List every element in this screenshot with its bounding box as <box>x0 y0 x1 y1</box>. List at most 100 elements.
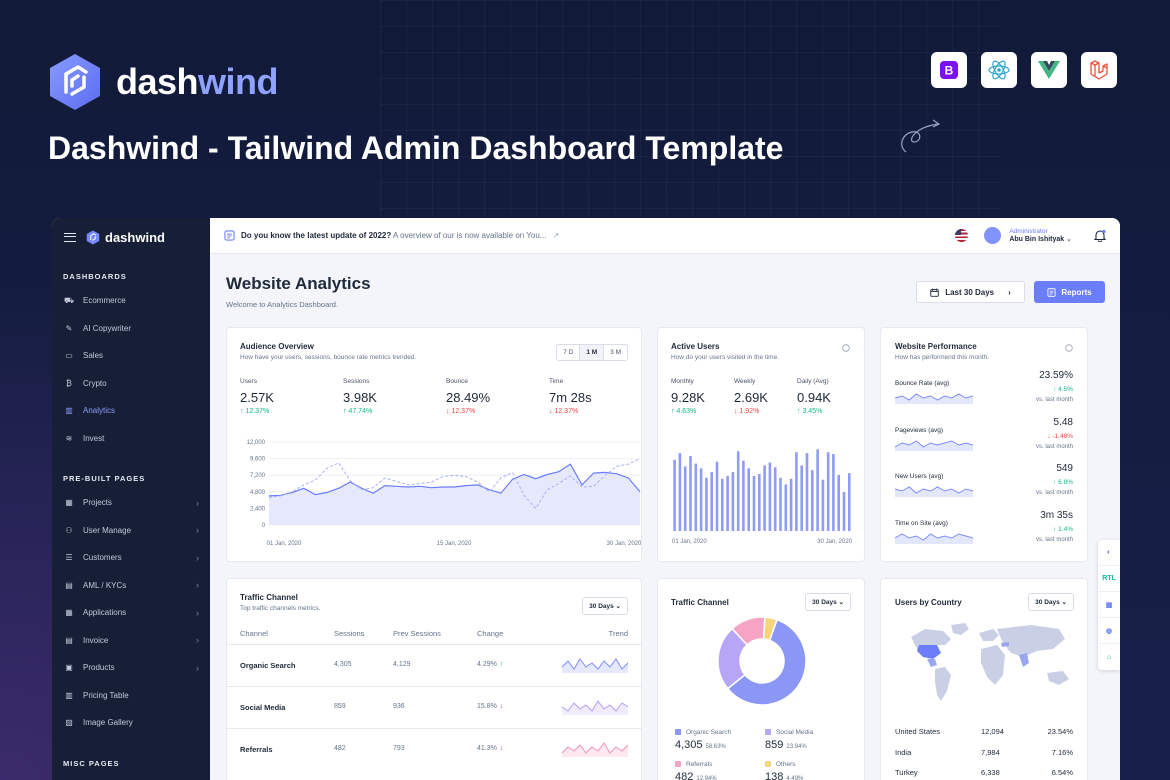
performance-value: 549 <box>1056 463 1073 474</box>
sessions-value: 482 <box>334 745 346 752</box>
table-row[interactable]: Referrals 482 793 41.3% ↓ <box>227 728 641 770</box>
sidebar-item-sales[interactable]: ▭ Sales <box>52 342 210 370</box>
legend-item: Others 138 4.49% <box>765 761 803 780</box>
legend-percent: 23.94% <box>786 744 807 750</box>
sidebar-logo[interactable]: dashwind <box>86 230 165 245</box>
notification-bell-icon[interactable] <box>1094 229 1106 242</box>
performance-label: Pageviews (avg) <box>895 426 944 434</box>
react-icon <box>981 52 1017 88</box>
sidebar-item-analytics[interactable]: ▥ Analytics <box>52 397 210 425</box>
series-line-dashed <box>268 458 641 510</box>
apps-icon: ▦ <box>65 608 73 618</box>
arrow-decoration-icon <box>901 119 941 153</box>
sidebar-item-pricing-table[interactable]: ▥ Pricing Table <box>52 682 210 710</box>
table-row[interactable]: Organic Search 4,305 4,129 4.29% ↑ <box>227 644 641 686</box>
bar <box>773 467 777 531</box>
image-icon: ▨ <box>65 718 73 728</box>
sidebar-item-user-manage[interactable]: ⚇ User Manage › <box>52 517 210 545</box>
x-tick-label: 15 Jan, 2020 <box>437 541 472 547</box>
sidebar-item-products[interactable]: ▣ Products › <box>52 654 210 682</box>
reports-label: Reports <box>1061 287 1092 297</box>
bar <box>699 468 703 531</box>
chevron-right-icon: › <box>196 525 199 536</box>
stat-bounce: Bounce 28.49% ↓ 12.37% <box>446 378 490 415</box>
stat-daily-avg-: Daily (Avg) 0.94K ↑ 3.45% <box>797 378 831 415</box>
sidebar-item-image-gallery[interactable]: ▨ Image Gallery <box>52 709 210 737</box>
filter-label: 30 Days <box>1035 599 1060 606</box>
sidebar-item-applications[interactable]: ▦ Applications › <box>52 599 210 627</box>
traffic-donut-filter[interactable]: 30 Days ⌄ <box>805 593 851 611</box>
countries-filter[interactable]: 30 Days ⌄ <box>1028 593 1074 611</box>
arrow-down-icon: ↓ <box>734 408 740 415</box>
menu-toggle-icon[interactable] <box>64 232 76 242</box>
info-icon[interactable] <box>842 344 850 352</box>
arrow-down-icon: ↓ <box>1047 432 1053 440</box>
reports-button[interactable]: Reports <box>1034 281 1105 303</box>
change-value: 41.3% ↓ <box>477 745 503 752</box>
performance-since: vs. last month <box>1035 397 1073 403</box>
arrow-down-icon: ↓ <box>499 745 504 752</box>
info-icon[interactable] <box>1065 344 1073 352</box>
active-users-bar-chart: 01 Jan, 2020 30 Jan, 2020 <box>672 449 853 545</box>
color-icon[interactable]: ◍ <box>1098 618 1120 644</box>
sidebar-item-crypto[interactable]: ₿ Crypto <box>52 370 210 398</box>
filter-label: 30 Days <box>812 599 837 606</box>
performance-row: Time on Site (avg) 3m 35s ↑ 1.4% vs. last m… <box>895 510 1073 556</box>
rtl-toggle[interactable]: RTL <box>1098 566 1120 592</box>
sparkline-area <box>895 440 973 451</box>
chevron-right-icon: › <box>196 662 199 673</box>
bar <box>848 473 851 531</box>
laravel-icon <box>1081 52 1117 88</box>
active-users-card: Active Users How do your users visited i… <box>657 327 865 562</box>
user-menu[interactable]: Administrator Abu Bin Ishityak ⌄ <box>1009 228 1072 243</box>
active-users-title: Active Users <box>671 342 720 351</box>
legend-percent: 12.94% <box>696 776 717 780</box>
language-flag-icon[interactable] <box>955 229 969 242</box>
date-range-label: Last 30 Days <box>945 287 995 297</box>
sidebar-section-title: MISC PAGES <box>63 758 120 768</box>
sidebar-item-invest[interactable]: ≋ Invest <box>52 425 210 453</box>
headline: Dashwind - Tailwind Admin Dashboard Temp… <box>48 130 784 166</box>
country-name: India <box>895 747 912 757</box>
sidebar-item-label: Crypto <box>83 378 107 388</box>
audience-line-chart: 12,000 9,600 7,200 4,800 2,400 0 01 Jan, 2020 1… <box>247 440 641 547</box>
legend-swatch <box>675 729 681 736</box>
date-range-button[interactable]: Last 30 Days › <box>916 281 1025 303</box>
update-notice[interactable]: Do you know the latest update of 2022? A… <box>241 231 546 240</box>
sidebar-logo-icon <box>86 230 100 244</box>
sidebar-item-auth-pages[interactable]: ▢Auth Pages› <box>52 774 210 780</box>
external-link-icon[interactable]: ↗ <box>552 231 560 240</box>
traffic-table-filter[interactable]: 30 Days ⌄ <box>582 597 628 615</box>
coins-icon: ≋ <box>65 433 73 443</box>
layout-icon[interactable]: ▦ <box>1098 592 1120 618</box>
sparkline-line <box>562 700 628 712</box>
range-option[interactable]: 7 D <box>557 345 581 360</box>
stat-label: Sessions <box>343 378 370 385</box>
active-users-subtitle: How do your users visited in the time. <box>671 354 780 361</box>
sidebar-item-invoice[interactable]: ▤ Invoice › <box>52 627 210 655</box>
range-option[interactable]: 1 M <box>580 345 605 360</box>
theme-toggle-icon[interactable]: ◐ <box>1098 540 1120 566</box>
column-header: Trend <box>608 629 628 638</box>
sidebar-item-customers[interactable]: ☰ Customers › <box>52 544 210 572</box>
country-name: Turkey <box>895 768 918 777</box>
cart-icon[interactable]: ⌂ <box>1106 653 1112 661</box>
performance-label: Time on Site (avg) <box>895 519 948 527</box>
legend-label: Organic Search <box>686 729 732 736</box>
trend-sparkline <box>562 742 628 757</box>
performance-row: New Users (avg) 549 ↑ 6.8% vs. last month <box>895 463 1073 509</box>
traffic-channel-donut-card: Traffic Channel 30 Days ⌄ Organic Search… <box>657 578 865 780</box>
range-option[interactable]: 3 M <box>610 349 621 356</box>
performance-change-value: -1.48% <box>1052 432 1073 440</box>
sidebar-item-ecommerce[interactable]: ⛟ Ecommerce <box>52 287 210 315</box>
sidebar-item-ai-copywriter[interactable]: ✎ AI Copywriter <box>52 315 210 343</box>
sidebar-item-projects[interactable]: ▦ Projects › <box>52 489 210 517</box>
table-row[interactable]: Social Media 859 936 15.8% ↓ <box>227 686 641 728</box>
avatar[interactable] <box>984 227 1002 244</box>
user-role: Administrator <box>1009 228 1048 235</box>
sidebar-item-label: Invest <box>83 433 105 443</box>
stat-change: ↓ 1.92% <box>734 408 768 415</box>
sidebar-item-aml-kycs[interactable]: ▤ AML / KYCs › <box>52 572 210 600</box>
chevron-right-icon: › <box>1008 287 1011 297</box>
